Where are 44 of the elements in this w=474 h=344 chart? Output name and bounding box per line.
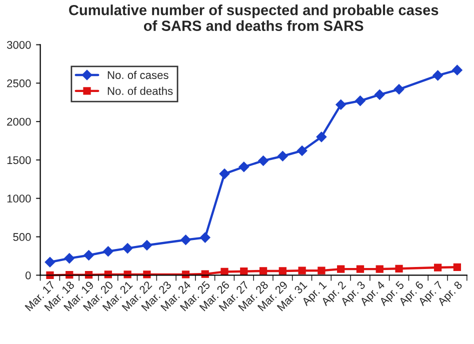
point (374, 90, 385, 100)
chart-title: Cumulative number of suspected and probable cases of SARS and deaths from SARS (69, 4, 438, 31)
point (278, 151, 288, 162)
point (452, 64, 462, 76)
point (219, 168, 230, 179)
point (316, 132, 327, 142)
point (394, 84, 404, 94)
point (376, 265, 384, 273)
point (84, 250, 94, 260)
y-tick-label: 1000 (7, 194, 31, 203)
y-tick-label: 2000 (7, 118, 31, 126)
point (143, 270, 151, 278)
point (356, 265, 364, 273)
point (298, 266, 306, 274)
point (259, 267, 268, 275)
point (44, 257, 56, 268)
point (122, 243, 133, 254)
point (453, 263, 462, 271)
legend-label: No. of cases (108, 70, 168, 80)
point (296, 146, 308, 156)
point (432, 70, 443, 81)
legend-label: No. of deaths (108, 86, 173, 95)
point (395, 264, 403, 272)
point (434, 264, 442, 272)
point (258, 156, 268, 166)
point (124, 270, 132, 278)
point (355, 96, 366, 106)
point (142, 240, 152, 250)
y-tick-label: 3000 (6, 40, 31, 49)
point (200, 232, 210, 243)
point (220, 268, 228, 276)
y-tick-label: 2500 (7, 79, 31, 88)
y-tick-label: 0 (26, 271, 31, 280)
point (337, 265, 345, 273)
point (318, 266, 326, 274)
point (103, 246, 114, 256)
point (278, 267, 286, 275)
y-tick-label: 500 (13, 233, 31, 241)
y-tick-label: 1500 (7, 156, 31, 164)
point (238, 162, 250, 172)
point (64, 253, 74, 264)
point (336, 100, 346, 110)
point (240, 268, 248, 276)
point (180, 234, 191, 245)
